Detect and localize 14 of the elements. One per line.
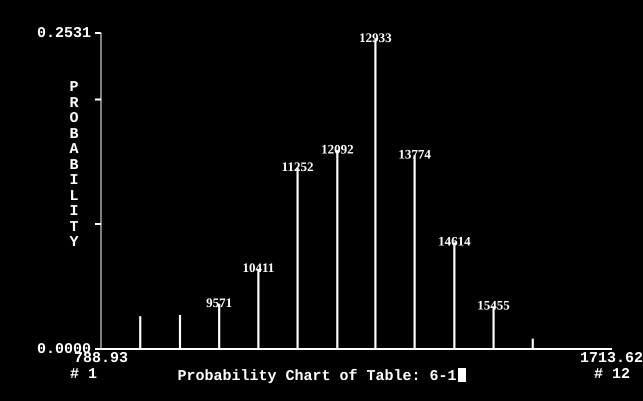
annotation: 11252 <box>282 158 314 174</box>
text: Probability Chart of Table: 6-1 <box>177 368 457 385</box>
annotation: 13774 <box>398 146 432 162</box>
annotation: 9571 <box>206 294 232 310</box>
y-tick-label: 0.2531 <box>36 24 91 42</box>
x-tick-label: 1713.62 <box>580 350 643 367</box>
annotation: 12092 <box>321 141 354 156</box>
annotation: 10411 <box>242 260 274 275</box>
annotation: 14614 <box>438 234 472 249</box>
text: PROBABILITY <box>69 79 78 251</box>
annotation: 15455 <box>477 297 510 312</box>
text: # 12 <box>594 366 630 383</box>
annotation: 12933 <box>359 30 392 46</box>
text: # 1 <box>70 366 98 383</box>
